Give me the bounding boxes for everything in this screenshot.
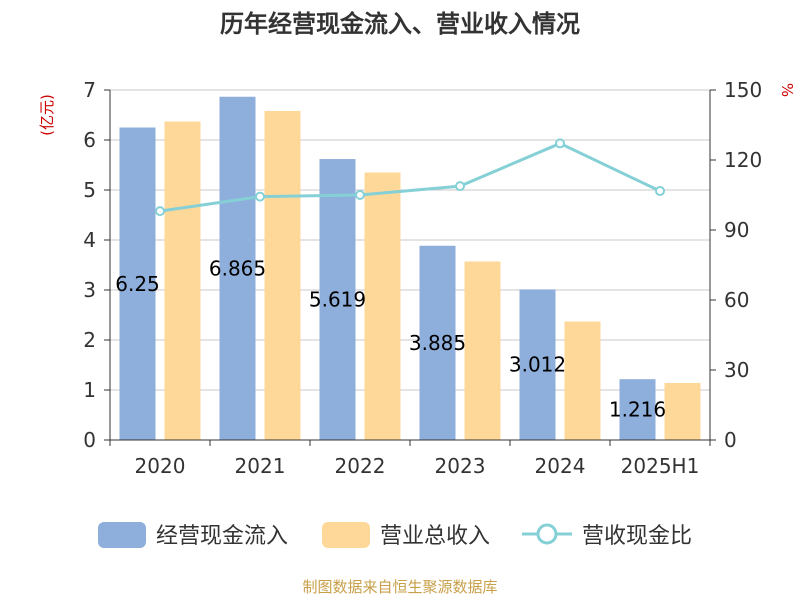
line-point <box>555 138 565 149</box>
bar-revenue <box>564 321 601 440</box>
data-labels-group: 6.25 6.865 5.619 3.885 3.012 1.216 <box>115 256 666 421</box>
legend-swatch <box>322 522 370 548</box>
bar-revenue <box>164 121 201 440</box>
line-point <box>355 190 365 200</box>
line-series-group <box>155 138 665 217</box>
bar-cash-inflow <box>519 289 556 440</box>
y-left-tick-label: 5 <box>83 178 96 202</box>
legend-label: 经营现金流入 <box>156 524 288 549</box>
line-point <box>155 206 165 217</box>
y-right-tick-label: 30 <box>724 358 749 382</box>
bar-data-label: 5.619 <box>309 288 366 312</box>
axes-group: 0 1 2 3 4 5 6 7 0 30 60 90 120 150 2020 2021 2022 2023 202… <box>83 78 762 478</box>
bar-data-label: 3.885 <box>409 331 466 355</box>
bar-data-label: 6.25 <box>115 272 160 296</box>
legend-label: 营收现金比 <box>582 524 692 549</box>
x-tick-label: 2023 <box>435 454 486 478</box>
bar-cash-inflow <box>119 127 156 440</box>
bar-data-label: 1.216 <box>609 398 666 422</box>
bar-revenue <box>664 383 701 440</box>
y-left-tick-label: 0 <box>83 428 96 452</box>
y-left-axis-label: (亿元) <box>38 94 56 136</box>
y-right-axis-label: % <box>778 83 796 97</box>
y-left-tick-label: 4 <box>83 228 96 252</box>
legend-label: 营业总收入 <box>380 524 490 549</box>
x-tick-label: 2024 <box>535 454 586 478</box>
legend-swatch <box>98 522 146 548</box>
bar-cash-inflow <box>219 96 256 440</box>
chart-title: 历年经营现金流入、营业收入情况 <box>220 10 580 38</box>
bar-revenue <box>464 261 501 440</box>
y-right-tick-label: 60 <box>724 288 749 312</box>
y-right-tick-label: 90 <box>724 218 749 242</box>
y-left-tick-label: 3 <box>83 278 96 302</box>
bar-data-label: 6.865 <box>209 256 266 280</box>
y-right-tick-label: 0 <box>724 428 737 452</box>
bar-cash-inflow <box>619 379 656 440</box>
x-tick-label: 2020 <box>135 454 186 478</box>
x-tick-label: 2022 <box>335 454 386 478</box>
bar-cash-inflow <box>419 245 456 440</box>
y-right-tick-label: 120 <box>724 148 762 172</box>
line-point <box>655 186 665 197</box>
x-tick-label: 2021 <box>235 454 286 478</box>
y-left-tick-label: 7 <box>83 78 96 102</box>
legend-marker <box>536 523 558 545</box>
bar-group <box>119 96 701 441</box>
bar-revenue <box>364 172 401 440</box>
legend: 经营现金流入 营业总收入 营收现金比 <box>98 522 692 549</box>
line-point <box>255 191 265 202</box>
line-point <box>455 181 465 192</box>
x-tick-label: 2025H1 <box>621 454 700 478</box>
y-left-tick-label: 1 <box>83 378 96 402</box>
source-note: 制图数据来自恒生聚源数据库 <box>302 578 497 596</box>
line-series-ratio <box>159 141 661 213</box>
bar-data-label: 3.012 <box>509 353 566 377</box>
y-right-tick-label: 150 <box>724 78 762 102</box>
y-left-tick-label: 2 <box>83 328 96 352</box>
bar-revenue <box>264 111 301 440</box>
bar-cash-inflow <box>319 159 356 441</box>
y-left-tick-label: 6 <box>83 128 96 152</box>
